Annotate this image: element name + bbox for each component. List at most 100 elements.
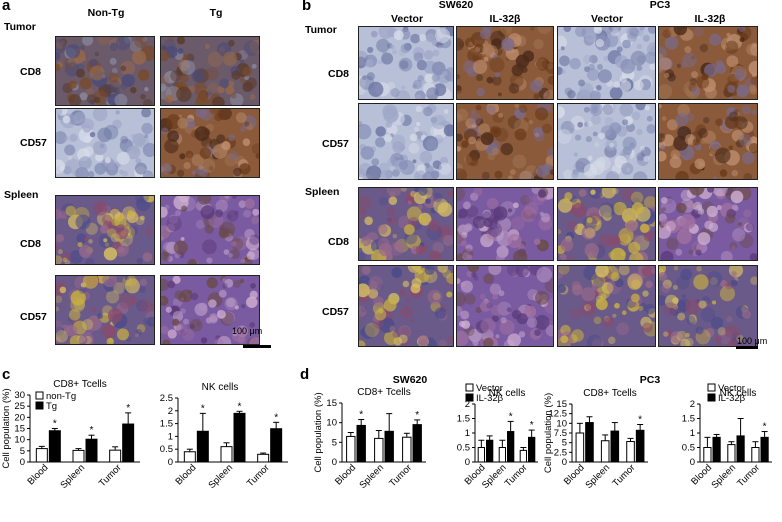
histology-image [358, 187, 454, 261]
histology-image [456, 26, 554, 100]
significance-mark: * [763, 422, 767, 433]
bar [751, 447, 760, 463]
row-label-cd57: CD57 [20, 137, 47, 149]
histology-image [358, 103, 454, 180]
significance-mark: * [509, 411, 513, 422]
category-label: Spleen [583, 462, 612, 491]
bar [109, 449, 122, 463]
category-label: Tumor [735, 462, 762, 489]
legend-swatch [707, 393, 716, 402]
y-tick-label: 25 [14, 401, 25, 412]
chart-title: NK cells [202, 382, 239, 393]
category-label: Spleen [480, 462, 509, 491]
histology-image [658, 187, 758, 261]
y-tick-label: 10 [14, 435, 25, 446]
bar [48, 430, 61, 463]
legend-label: non-Tg [46, 391, 76, 402]
scale-bar-label: 100 μm [737, 336, 768, 346]
chart-title: CD8+ Tcells [583, 388, 636, 399]
bar [374, 437, 384, 463]
row-label-cd8: CD8 [328, 68, 350, 80]
y-tick-label: 10 [326, 418, 337, 429]
col-header-non-tg: Non-Tg [87, 7, 125, 19]
category-label: Tumor [97, 462, 124, 489]
histology-image [55, 108, 155, 178]
histology-image [456, 265, 554, 347]
y-tick-label: 5 [20, 446, 25, 457]
y-tick-label: 7.5 [554, 428, 567, 439]
histology-image [658, 26, 758, 100]
y-tick-label: 0 [562, 457, 567, 468]
section-label-tumor: Tumor [305, 24, 337, 36]
y-axis-label: Cell population (%) [1, 388, 12, 468]
y-tick-label: 1.5 [160, 419, 173, 430]
bar [575, 432, 585, 463]
bar [600, 440, 610, 463]
y-tick-label: 5 [562, 438, 567, 449]
category-label: Tumor [503, 462, 530, 489]
y-tick-label: 1 [465, 428, 470, 439]
y-tick-label: 15 [326, 398, 337, 409]
group-header-pc3: PC3 [639, 374, 661, 386]
bar [498, 447, 507, 463]
y-tick-label: 1.5 [457, 414, 470, 425]
histology-image [658, 103, 758, 180]
y-tick-label: 15 [556, 399, 567, 410]
chart-title: NK cells [720, 388, 757, 399]
row-label-cd8: CD8 [20, 238, 42, 250]
legend-swatch [465, 383, 474, 392]
col-header-vector: Vector [590, 13, 624, 25]
category-label: Spleen [206, 462, 235, 491]
section-label-spleen: Spleen [305, 186, 340, 198]
y-tick-label: 1 [690, 428, 695, 439]
scale-bar-line [736, 346, 758, 349]
y-tick-label: 0.5 [682, 443, 695, 454]
col-header-vector: Vector [390, 13, 424, 25]
bar [585, 422, 594, 463]
legend-label: IL-32β [718, 393, 746, 404]
y-tick-label: 20 [14, 412, 25, 423]
category-label: Spleen [58, 462, 87, 491]
bar [384, 430, 394, 463]
bar [183, 451, 196, 463]
row-label-cd8: CD8 [20, 66, 42, 78]
bar [477, 447, 486, 463]
histology-image [557, 265, 656, 347]
y-tick-label: 0.5 [457, 443, 470, 454]
legend-swatch [35, 401, 44, 410]
section-label-tumor: Tumor [4, 21, 36, 33]
bar [626, 441, 635, 463]
significance-mark: * [530, 420, 534, 431]
significance-mark: * [415, 410, 419, 421]
significance-mark: * [274, 412, 278, 423]
y-tick-label: 2 [690, 399, 695, 410]
category-label: Blood [173, 462, 198, 487]
bar [760, 436, 769, 463]
histology-image [557, 187, 656, 261]
legend-label: Vector [718, 383, 745, 394]
y-tick-label: 0 [20, 457, 25, 468]
bar [270, 428, 283, 463]
bar [356, 424, 366, 463]
category-label: Spleen [357, 462, 386, 491]
scale-bar-label: 100 μm [232, 326, 263, 336]
histology-image [456, 103, 554, 180]
y-tick-label: 0 [690, 457, 695, 468]
panel-c-letter: c [2, 366, 11, 383]
category-label: Blood [25, 462, 50, 487]
histology-image [658, 265, 758, 347]
bar [35, 448, 48, 463]
category-label: Tumor [387, 462, 414, 489]
y-tick-label: 2.5 [160, 393, 173, 404]
chart-title: CD8+ Tcells [53, 379, 106, 390]
scale-bar: 100 μm [232, 326, 262, 336]
legend-swatch [35, 391, 44, 400]
significance-mark: * [238, 401, 242, 412]
bar [346, 435, 356, 463]
bar [85, 438, 98, 463]
y-tick-label: 0 [465, 457, 470, 468]
category-label: Tumor [245, 462, 272, 489]
y-tick-label: 1.5 [682, 414, 695, 425]
legend-label: IL-32β [476, 393, 504, 404]
legend-swatch [465, 393, 474, 402]
